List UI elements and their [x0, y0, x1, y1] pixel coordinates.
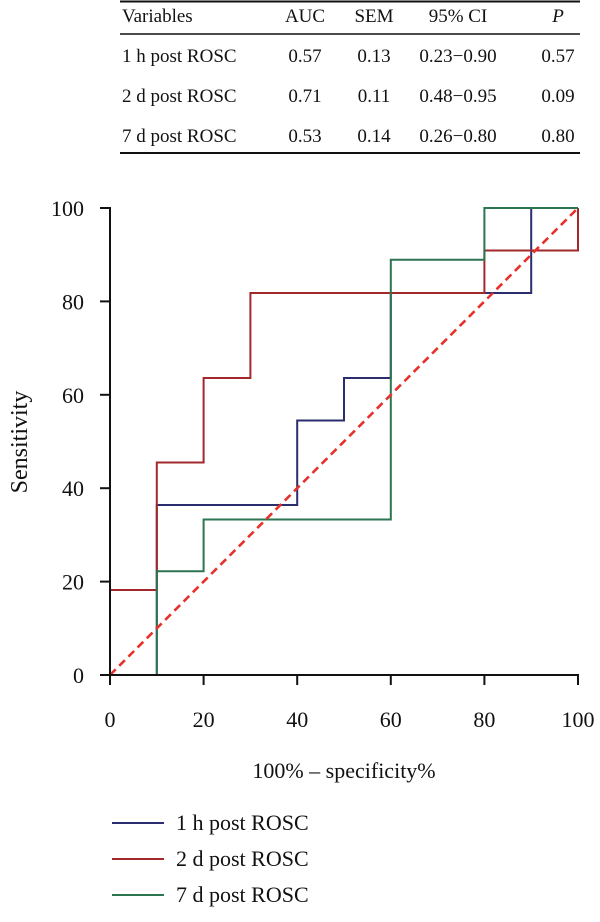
table-cell: 0.57: [288, 46, 321, 67]
table-cell: 0.13: [357, 46, 390, 67]
legend-label: 2 d post ROSC: [176, 846, 309, 871]
y-axis-label: Sensitivity: [7, 391, 33, 494]
table-header-cell: AUC: [285, 6, 325, 27]
table-header-cell: Variables: [122, 6, 193, 27]
roc-line-1-h-post-rosc: [155, 207, 578, 675]
table-cell: 0.11: [358, 86, 391, 107]
table-cell: 2 d post ROSC: [122, 86, 237, 107]
table-cell: 0.48−0.95: [419, 86, 496, 107]
table-header-cell: P: [551, 6, 564, 27]
y-tick-label: 100: [51, 196, 84, 221]
y-tick-label: 0: [73, 663, 84, 688]
table-cell: 0.57: [541, 46, 574, 67]
table-cell: 0.53: [288, 126, 321, 147]
table-cell: 0.09: [541, 86, 574, 107]
x-tick-label: 100: [562, 707, 595, 732]
x-tick-label: 40: [286, 707, 308, 732]
x-tick-label: 0: [105, 707, 116, 732]
y-tick-label: 80: [62, 289, 84, 314]
table-cell: 1 h post ROSC: [122, 46, 237, 67]
y-tick-label: 20: [62, 570, 84, 595]
table-cell: 0.23−0.90: [419, 46, 496, 67]
legend-label: 7 d post ROSC: [176, 882, 309, 907]
x-axis-label: 100% – specificity%: [252, 758, 435, 783]
table-cell: 0.14: [357, 126, 391, 147]
table-header-cell: SEM: [354, 6, 393, 27]
y-tick-label: 60: [62, 383, 84, 408]
y-tick-label: 40: [62, 476, 84, 501]
x-tick-label: 80: [473, 707, 495, 732]
table-header-cell: 95% CI: [429, 6, 488, 27]
table-cell: 0.71: [288, 86, 321, 107]
table-cell: 7 d post ROSC: [122, 126, 237, 147]
reference-diagonal: [109, 207, 579, 676]
x-tick-label: 20: [193, 707, 215, 732]
x-tick-label: 60: [380, 707, 402, 732]
legend-label: 1 h post ROSC: [176, 810, 309, 835]
table-cell: 0.26−0.80: [419, 126, 496, 147]
table-cell: 0.80: [541, 126, 574, 147]
roc-line-2-d-post-rosc: [109, 208, 579, 675]
roc-line-7-d-post-rosc: [110, 207, 578, 676]
